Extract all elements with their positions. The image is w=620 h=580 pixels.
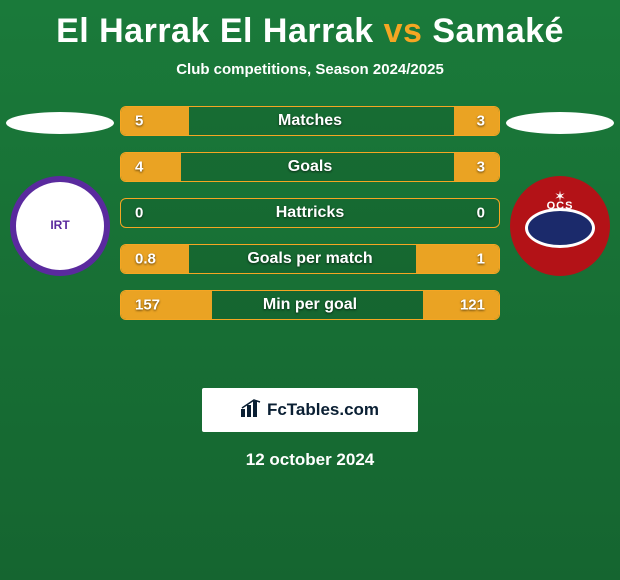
page-title: El Harrak El Harrak vs Samaké xyxy=(0,0,620,51)
player-silhouette-icon xyxy=(506,112,614,134)
stat-value-left: 157 xyxy=(135,297,160,314)
left-club-short: IRT xyxy=(50,219,69,232)
stat-row: 4 3 Goals xyxy=(120,152,500,182)
stat-value-right: 3 xyxy=(477,159,485,176)
date-line: 12 october 2024 xyxy=(0,450,620,470)
stat-value-right: 3 xyxy=(477,113,485,130)
stat-bar-left xyxy=(121,153,181,181)
brand-box: FcTables.com xyxy=(202,388,418,432)
brand-text: FcTables.com xyxy=(267,400,379,420)
title-vs: vs xyxy=(384,12,423,50)
stat-label: Min per goal xyxy=(263,296,357,314)
stat-row: 157 121 Min per goal xyxy=(120,290,500,320)
comparison-card: El Harrak El Harrak vs Samaké Club compe… xyxy=(0,0,620,580)
stat-label: Hattricks xyxy=(276,204,344,222)
title-right-name: Samaké xyxy=(432,12,564,50)
bars-icon xyxy=(241,399,261,422)
stat-rows: 5 3 Matches 4 3 Goals 0 0 Hattricks 0.8 1 Goals per… xyxy=(120,106,500,320)
left-player-column: IRT xyxy=(0,106,120,276)
left-club-badge-icon: IRT xyxy=(10,176,110,276)
stat-bar-left xyxy=(121,107,189,135)
stat-value-left: 0 xyxy=(135,205,143,222)
right-club-short: OCS xyxy=(547,200,574,212)
stat-value-left: 4 xyxy=(135,159,143,176)
stat-value-right: 1 xyxy=(477,251,485,268)
stat-row: 5 3 Matches xyxy=(120,106,500,136)
subtitle: Club competitions, Season 2024/2025 xyxy=(0,61,620,78)
right-player-column: ✶ OCS xyxy=(500,106,620,276)
stat-value-right: 121 xyxy=(460,297,485,314)
stat-row: 0.8 1 Goals per match xyxy=(120,244,500,274)
player-silhouette-icon xyxy=(6,112,114,134)
stat-row: 0 0 Hattricks xyxy=(120,198,500,228)
stat-label: Matches xyxy=(278,112,342,130)
stat-bar-right xyxy=(416,245,499,273)
badge-ellipse-icon xyxy=(525,208,595,248)
right-club-badge-icon: ✶ OCS xyxy=(510,176,610,276)
stat-value-right: 0 xyxy=(477,205,485,222)
stat-label: Goals xyxy=(288,158,332,176)
stat-value-left: 0.8 xyxy=(135,251,156,268)
stat-value-left: 5 xyxy=(135,113,143,130)
stats-area: IRT ✶ OCS 5 3 Matches 4 3 Goals 0 0 Hattricks 0.8… xyxy=(0,106,620,366)
title-left-name: El Harrak El Harrak xyxy=(56,12,374,50)
stat-label: Goals per match xyxy=(247,250,372,268)
